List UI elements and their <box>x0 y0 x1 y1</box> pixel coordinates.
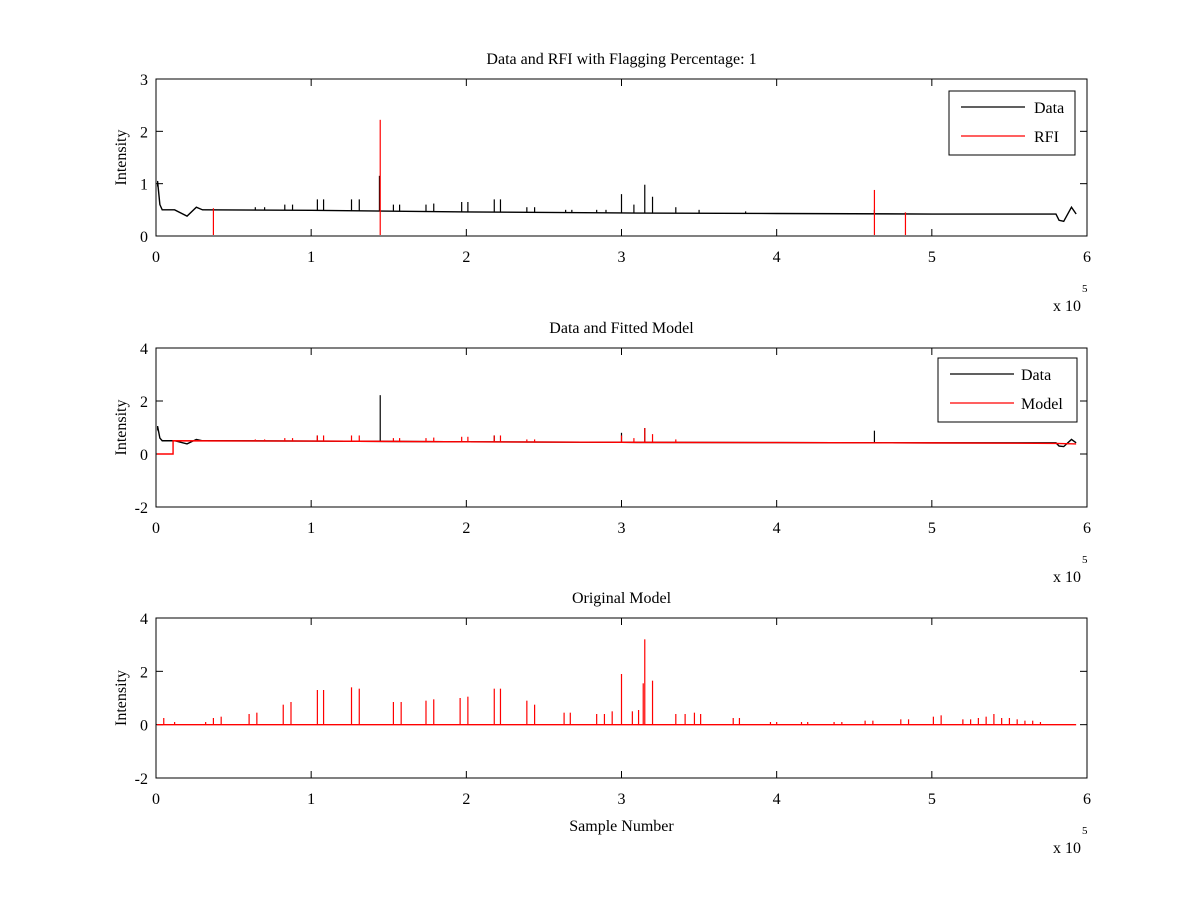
y-tick-label: 0 <box>140 229 148 246</box>
x-tick-label: 2 <box>462 791 470 808</box>
x-tick-label: 1 <box>307 249 315 266</box>
series-line-model <box>157 440 1077 455</box>
x-tick-label: 3 <box>618 520 626 537</box>
x-axis-label: Sample Number <box>569 818 674 835</box>
y-tick-label: 2 <box>140 664 148 681</box>
y-tick-label: -2 <box>135 771 148 788</box>
x-multiplier: x 10 <box>1053 298 1081 315</box>
x-tick-label: 2 <box>462 520 470 537</box>
y-axis-label: Intensity <box>113 670 130 726</box>
y-tick-label: 4 <box>140 341 148 358</box>
y-tick-label: 2 <box>140 394 148 411</box>
chart-title: Original Model <box>572 590 672 607</box>
x-tick-label: 0 <box>152 249 160 266</box>
x-tick-label: 4 <box>773 520 781 537</box>
chart-title: Data and RFI with Flagging Percentage: 1 <box>486 51 756 68</box>
legend-box <box>937 357 1078 423</box>
y-tick-label: 4 <box>140 611 148 628</box>
plot-area <box>155 347 1088 508</box>
chart-title: Data and Fitted Model <box>549 320 694 337</box>
x-tick-label: 4 <box>773 249 781 266</box>
x-tick-label: 3 <box>618 791 626 808</box>
x-tick-label: 6 <box>1083 520 1091 537</box>
x-multiplier: x 10 <box>1053 569 1081 586</box>
x-multiplier-exponent: 5 <box>1082 283 1088 295</box>
y-axis-label: Intensity <box>113 130 130 186</box>
y-axis-label: Intensity <box>113 400 130 456</box>
x-tick-label: 3 <box>618 249 626 266</box>
y-tick-label: 3 <box>140 72 148 89</box>
x-tick-label: 0 <box>152 791 160 808</box>
x-tick-label: 1 <box>307 520 315 537</box>
legend-label: Data <box>1021 367 1051 384</box>
legend-label: Data <box>1034 100 1064 117</box>
plot-content <box>157 639 1077 726</box>
plot-content <box>157 395 1077 455</box>
y-tick-label: 0 <box>140 718 148 735</box>
x-multiplier-exponent: 5 <box>1082 825 1088 837</box>
series-line-data <box>157 180 1077 223</box>
y-tick-label: 1 <box>140 177 148 194</box>
plot-content <box>157 119 1077 235</box>
x-tick-label: 5 <box>928 520 936 537</box>
x-multiplier-exponent: 5 <box>1082 554 1088 566</box>
x-tick-label: 5 <box>928 791 936 808</box>
x-tick-label: 2 <box>462 249 470 266</box>
y-tick-label: 2 <box>140 124 148 141</box>
x-multiplier: x 10 <box>1053 840 1081 857</box>
x-tick-label: 0 <box>152 520 160 537</box>
x-tick-label: 1 <box>307 791 315 808</box>
legend: Data Model <box>937 357 1078 423</box>
x-tick-label: 6 <box>1083 791 1091 808</box>
y-tick-label: -2 <box>135 500 148 517</box>
legend-box <box>948 90 1076 156</box>
x-tick-label: 6 <box>1083 249 1091 266</box>
legend-label: RFI <box>1034 129 1059 146</box>
x-tick-label: 5 <box>928 249 936 266</box>
x-tick-label: 4 <box>773 791 781 808</box>
chart-panel-1: 0 1 2 3 4 5 6 0 1 2 3 Data and RFI with Flagging Pe… <box>113 51 1091 315</box>
legend: Data RFI <box>948 90 1076 156</box>
legend-label: Model <box>1021 396 1063 413</box>
y-tick-label: 0 <box>140 447 148 464</box>
